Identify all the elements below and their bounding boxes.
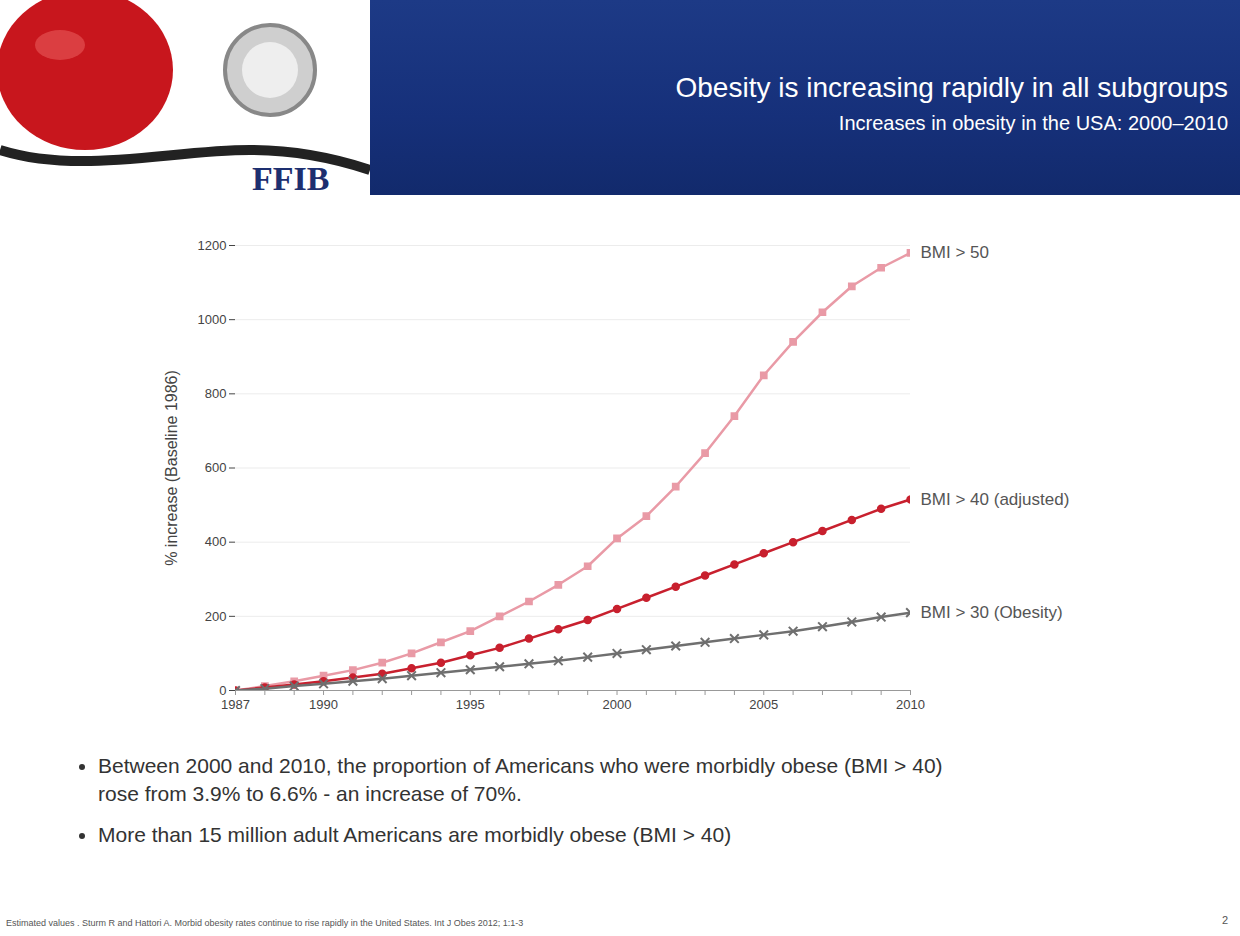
svg-text:1200: 1200 bbox=[198, 238, 227, 253]
html-text:Estimated values . Sturm R and: Estimated values . Sturm R and Hattori A… bbox=[6, 918, 524, 928]
svg-text:BMI > 30 (Obesity): BMI > 30 (Obesity) bbox=[921, 603, 1063, 622]
svg-text:400: 400 bbox=[205, 534, 227, 549]
html-text:Between 2000 and 2010, the pro: Between 2000 and 2010, the proportion of… bbox=[98, 754, 943, 806]
svg-text:2000: 2000 bbox=[603, 697, 632, 712]
html-text:2: 2 bbox=[1221, 914, 1228, 926]
svg-text:600: 600 bbox=[205, 460, 227, 475]
svg-text:1987: 1987 bbox=[221, 697, 250, 712]
svg-text:0: 0 bbox=[219, 683, 226, 698]
svg-text:800: 800 bbox=[205, 386, 227, 401]
html-text:Increases in obesity in the US: Increases in obesity in the USA: 2000–20… bbox=[838, 112, 1228, 134]
svg-text:1990: 1990 bbox=[309, 697, 338, 712]
html-text:More than 15 million adult Ame: More than 15 million adult Americans are… bbox=[98, 822, 732, 846]
svg-text:200: 200 bbox=[205, 608, 227, 623]
svg-text:BMI > 50: BMI > 50 bbox=[921, 243, 990, 262]
svg-text:2005: 2005 bbox=[749, 697, 778, 712]
svg-text:BMI > 40 (adjusted): BMI > 40 (adjusted) bbox=[921, 490, 1070, 509]
svg-text:2010: 2010 bbox=[896, 697, 925, 712]
svg-text:1000: 1000 bbox=[198, 312, 227, 327]
html-text:FFIB: FFIB bbox=[252, 160, 330, 197]
html-text:Obesity is increasing rapidly: Obesity is increasing rapidly in all sub… bbox=[675, 72, 1228, 103]
svg-text:1995: 1995 bbox=[456, 697, 485, 712]
svg-text:% increase (Baseline 1986): % increase (Baseline 1986) bbox=[163, 370, 180, 566]
